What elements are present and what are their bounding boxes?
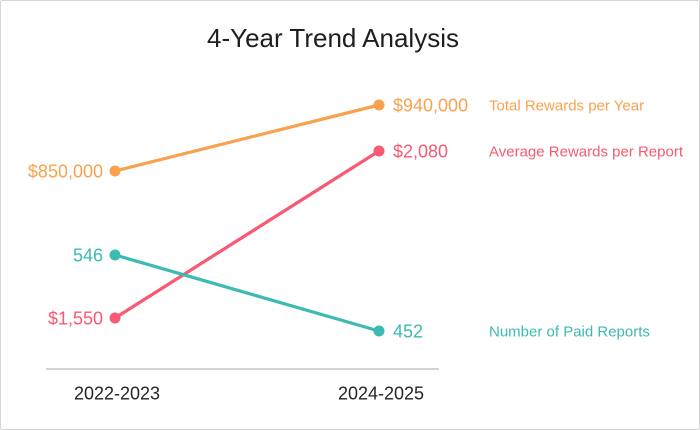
x-axis-tick-label: 2024-2025 (338, 383, 424, 403)
data-point-start (109, 165, 121, 177)
series-line (113, 103, 381, 173)
value-label-start: $1,550 (48, 308, 103, 328)
legend-label: Number of Paid Reports (489, 323, 650, 340)
value-label-start: 546 (73, 245, 103, 265)
value-label-start: $850,000 (28, 161, 103, 181)
data-point-end (373, 145, 385, 157)
value-label-end: $2,080 (393, 141, 448, 161)
legend-label: Average Rewards per Report (489, 143, 684, 160)
value-label-end: 452 (393, 321, 423, 341)
value-label-end: $940,000 (393, 95, 468, 115)
data-point-end (373, 325, 385, 337)
data-point-start (109, 312, 121, 324)
x-axis-tick-label: 2022-2023 (74, 383, 160, 403)
data-point-end (373, 99, 385, 111)
series-line (113, 253, 381, 333)
series-line (113, 149, 381, 320)
data-point-start (109, 249, 121, 261)
chart-title: 4-Year Trend Analysis (207, 23, 459, 53)
legend-label: Total Rewards per Year (489, 97, 644, 114)
